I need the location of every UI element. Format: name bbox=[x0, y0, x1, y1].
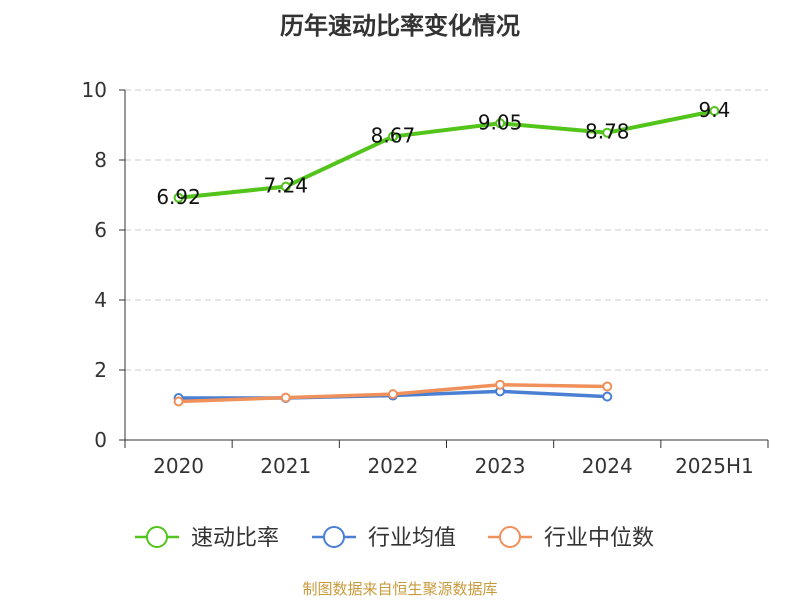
legend-label: 行业均值 bbox=[368, 526, 456, 551]
y-tick-label: 10 bbox=[82, 78, 107, 102]
legend-marker-icon bbox=[323, 526, 345, 548]
data-label: 8.67 bbox=[371, 124, 416, 148]
data-point bbox=[173, 396, 184, 407]
y-tick-label: 8 bbox=[94, 148, 107, 172]
legend-marker-icon bbox=[146, 526, 168, 548]
data-point bbox=[602, 127, 613, 138]
data-label: 9.4 bbox=[699, 98, 731, 122]
data-point bbox=[709, 106, 720, 116]
data-label: 6.92 bbox=[156, 185, 201, 209]
series-line-0 bbox=[176, 109, 717, 200]
source-note: 制图数据来自恒生聚源数据库 bbox=[302, 580, 498, 598]
data-point bbox=[280, 181, 291, 192]
y-tick-label: 6 bbox=[94, 218, 107, 242]
legend: 速动比率 行业均值 行业中位数 bbox=[135, 526, 654, 551]
data-point bbox=[602, 391, 613, 402]
data-labels: 6.92 7.24 8.67 9.05 8.78 9.4 bbox=[156, 98, 730, 209]
data-point bbox=[280, 392, 291, 403]
data-label: 7.24 bbox=[263, 174, 308, 198]
data-point bbox=[602, 381, 613, 392]
data-point bbox=[387, 131, 398, 142]
data-label: 9.05 bbox=[478, 110, 523, 134]
legend-item-2: 行业中位数 bbox=[488, 526, 654, 551]
legend-item-0: 速动比率 bbox=[135, 526, 279, 551]
legend-item-1: 行业均值 bbox=[312, 526, 456, 551]
x-tick-label: 2023 bbox=[475, 454, 526, 478]
y-tick-label: 2 bbox=[94, 358, 107, 382]
grid-lines bbox=[125, 89, 768, 371]
legend-marker-icon bbox=[499, 526, 521, 548]
y-tick-label: 4 bbox=[94, 288, 107, 312]
data-point bbox=[495, 379, 506, 390]
x-tick-label: 2024 bbox=[582, 454, 633, 478]
x-tick-label: 2021 bbox=[260, 454, 311, 478]
x-tick-label: 2025H1 bbox=[675, 454, 754, 478]
series bbox=[173, 106, 720, 407]
axes: 0 2 4 6 8 10 2020 2021 2022 2023 2024 2025H1 bbox=[82, 78, 769, 478]
data-point bbox=[387, 389, 398, 400]
chart-title: 历年速动比率变化情况 bbox=[280, 12, 520, 40]
y-tick-label: 0 bbox=[94, 428, 107, 452]
x-tick-label: 2022 bbox=[367, 454, 418, 478]
data-point bbox=[173, 192, 184, 203]
legend-label: 行业中位数 bbox=[544, 526, 654, 551]
x-tick-label: 2020 bbox=[153, 454, 204, 478]
data-point bbox=[495, 118, 506, 129]
data-label: 8.78 bbox=[585, 120, 630, 144]
legend-label: 速动比率 bbox=[191, 526, 279, 551]
